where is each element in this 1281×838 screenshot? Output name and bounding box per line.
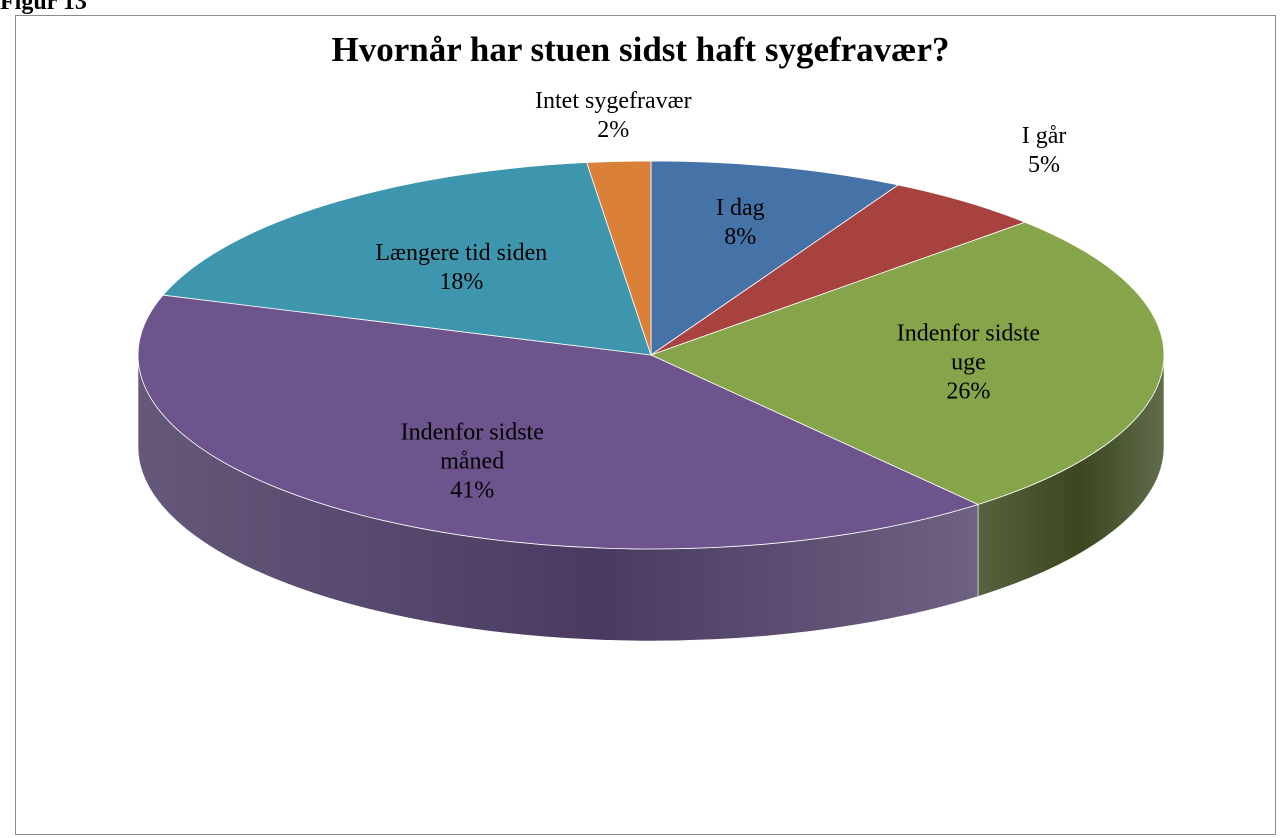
slice-label-text: Længere tid siden [375,240,548,267]
slice-percent: 26% [946,378,991,405]
slice-i-dag [650,160,900,356]
slice-l-ngere-tid-siden [162,162,652,356]
slice-i-ga-r [650,184,1027,356]
slice-label-i-ga-r: I går 5% [1022,122,1067,180]
slice-label-text: uge [951,349,986,376]
slice-label-indenfor-sidste-uge: Indenfor sidste uge 26% [897,319,1040,406]
slice-indenfor-sidste-ma-ned [137,294,980,550]
figure-label: Figur 13 [0,0,87,15]
slice-label-text: I går [1021,123,1067,150]
slice-percent: 8% [724,224,757,251]
slice-label-text: Indenfor sidste [400,419,544,446]
slice-percent: 18% [439,269,484,296]
slice-percent: 5% [1028,152,1061,179]
slice-percent: 2% [597,117,630,144]
chart-title: Hvornår har stuen sidst haft sygefravær? [331,30,950,69]
slice-label-intet-sygefrav-r: Intet sygefravær 2% [535,87,692,145]
slice-label-i-dag: I dag 8% [716,194,765,252]
slice-label-text: I dag [715,195,765,222]
slice-indenfor-sidste-uge [649,221,1165,505]
slice-label-text: Intet sygefravær [535,88,692,115]
slice-label-text: måned [440,448,505,475]
slice-percent: 41% [450,477,495,504]
slice-intet-sygefrav-r [586,160,652,356]
slice-label-indenfor-sidste-ma-ned: Indenfor sidste måned 41% [401,419,544,506]
slice-label-l-ngere-tid-siden: Længere tid siden 18% [375,239,547,297]
slice-label-text: Indenfor sidste [896,320,1041,347]
